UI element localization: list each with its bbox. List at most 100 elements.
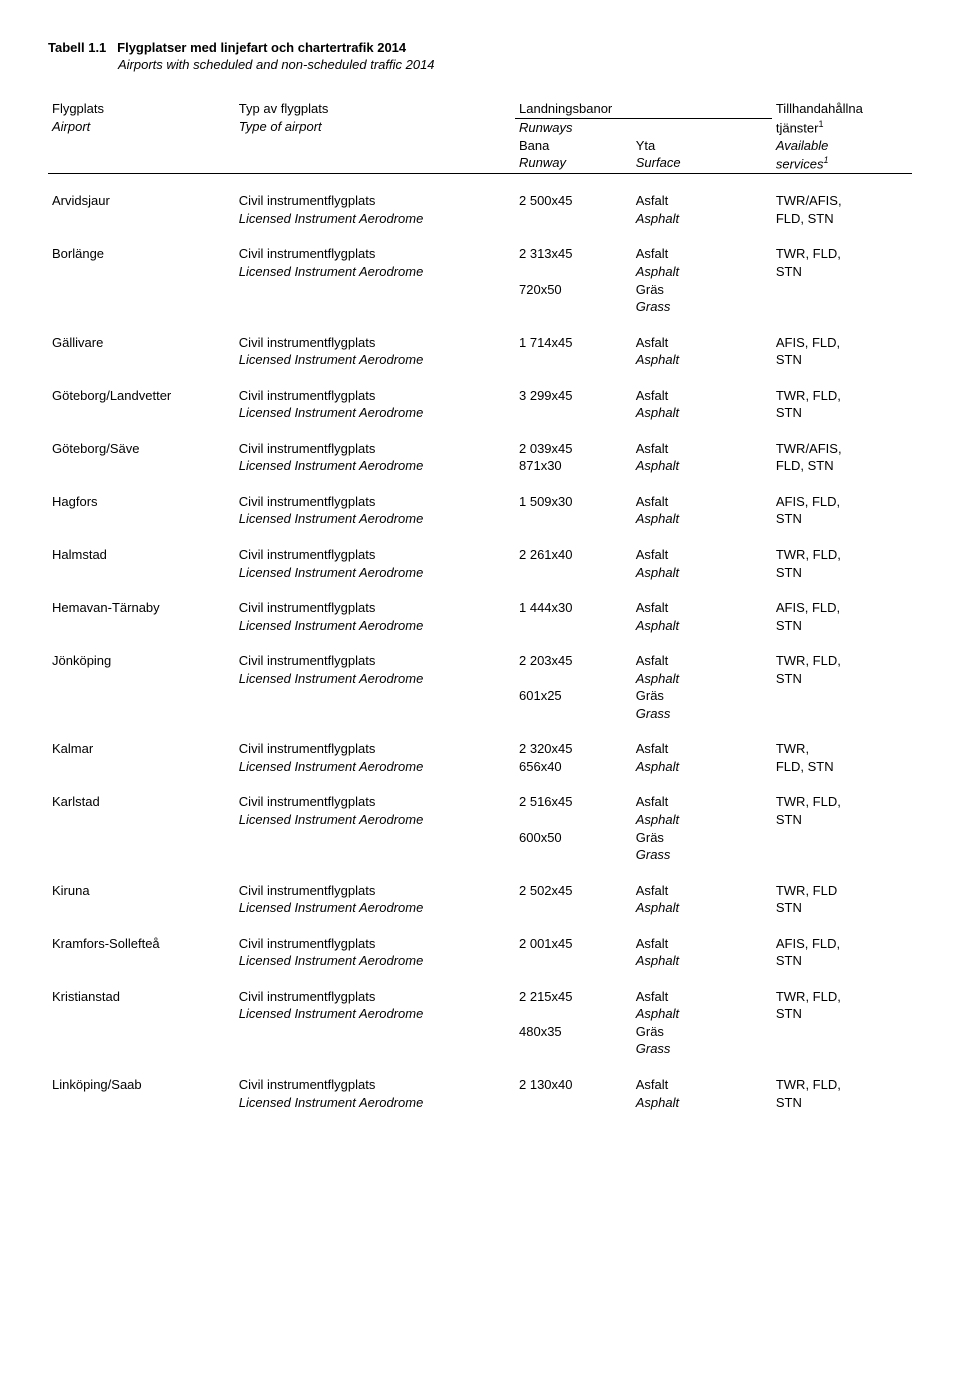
services-line1: TWR, FLD,: [772, 528, 912, 564]
services-line2: STN: [772, 670, 912, 688]
surface-sv: Asfalt: [632, 369, 772, 405]
type-en: Licensed Instrument Aerodrome: [235, 811, 515, 829]
type-sv: Civil instrumentflygplats: [235, 917, 515, 953]
runway: 2 203x45: [515, 634, 632, 670]
hdr-runway-sv: Bana: [515, 137, 632, 155]
hdr-type-en: Type of airport: [235, 118, 515, 137]
type-sv: Civil instrumentflygplats: [235, 174, 515, 210]
type-en: Licensed Instrument Aerodrome: [235, 351, 515, 369]
hdr-runways-sv: Landningsbanor: [515, 100, 772, 118]
table-title: Tabell 1.1 Flygplatser med linjefart och…: [48, 40, 912, 55]
hdr-runways-en: Runways: [515, 118, 772, 137]
runway: 2 130x40: [515, 1058, 632, 1094]
services-line1: TWR,: [772, 722, 912, 758]
hdr-surface-en: Surface: [632, 154, 772, 173]
type-en: Licensed Instrument Aerodrome: [235, 758, 515, 776]
services-line1: TWR, FLD,: [772, 775, 912, 811]
surface-en: Asphalt: [632, 617, 772, 635]
surface-sv: Asfalt: [632, 475, 772, 511]
hdr-services-en1: Available: [772, 137, 912, 155]
runway: [515, 263, 632, 281]
table-number: Tabell 1.1: [48, 40, 106, 55]
type-sv: Civil instrumentflygplats: [235, 227, 515, 263]
surface-en: Asphalt: [632, 811, 772, 829]
runway: 2 313x45: [515, 227, 632, 263]
services-line2: STN: [772, 564, 912, 582]
services-line2: STN: [772, 351, 912, 369]
services-line2: STN: [772, 404, 912, 422]
type-en: Licensed Instrument Aerodrome: [235, 510, 515, 528]
type-sv: Civil instrumentflygplats: [235, 475, 515, 511]
surface-sv: Asfalt: [632, 422, 772, 458]
services-line2: FLD, STN: [772, 758, 912, 776]
surface-sv: Asfalt: [632, 917, 772, 953]
services-line1: AFIS, FLD,: [772, 475, 912, 511]
airport-name: Arvidsjaur: [48, 174, 235, 210]
runway: 1 444x30: [515, 581, 632, 617]
airport-name: Hemavan-Tärnaby: [48, 581, 235, 617]
hdr-services-en2: services1: [772, 154, 912, 173]
airport-name: Gällivare: [48, 316, 235, 352]
surface-en: Asphalt: [632, 351, 772, 369]
services-line1: TWR, FLD,: [772, 970, 912, 1006]
surface-en: Asphalt: [632, 952, 772, 970]
type-sv: Civil instrumentflygplats: [235, 634, 515, 670]
runway: 2 516x45: [515, 775, 632, 811]
type-en: Licensed Instrument Aerodrome: [235, 1094, 515, 1112]
runway: [515, 510, 632, 528]
runway: 2 500x45: [515, 174, 632, 210]
surface-en: Asphalt: [632, 510, 772, 528]
surface-sv: Gräs: [632, 1023, 772, 1041]
runway: [515, 1005, 632, 1023]
airport-name: Linköping/Saab: [48, 1058, 235, 1094]
type-en: Licensed Instrument Aerodrome: [235, 952, 515, 970]
runway: 3 299x45: [515, 369, 632, 405]
type-en: Licensed Instrument Aerodrome: [235, 457, 515, 475]
surface-en: Grass: [632, 846, 772, 864]
type-sv: Civil instrumentflygplats: [235, 970, 515, 1006]
airport-name: Karlstad: [48, 775, 235, 811]
surface-sv: Asfalt: [632, 864, 772, 900]
airport-name: Kristianstad: [48, 970, 235, 1006]
type-en: Licensed Instrument Aerodrome: [235, 1005, 515, 1023]
services-line2: STN: [772, 899, 912, 917]
services-line2: STN: [772, 263, 912, 281]
surface-sv: Asfalt: [632, 227, 772, 263]
runway: [515, 404, 632, 422]
runway: 2 320x45: [515, 722, 632, 758]
surface-en: Asphalt: [632, 670, 772, 688]
surface-sv: Asfalt: [632, 528, 772, 564]
services-line1: AFIS, FLD,: [772, 917, 912, 953]
runway: [515, 564, 632, 582]
surface-en: Grass: [632, 1040, 772, 1058]
surface-sv: Asfalt: [632, 1058, 772, 1094]
runway: [515, 210, 632, 228]
type-sv: Civil instrumentflygplats: [235, 864, 515, 900]
surface-sv: Gräs: [632, 829, 772, 847]
surface-sv: Asfalt: [632, 970, 772, 1006]
type-sv: Civil instrumentflygplats: [235, 722, 515, 758]
hdr-airport-sv: Flygplats: [48, 100, 235, 118]
type-en: Licensed Instrument Aerodrome: [235, 564, 515, 582]
type-en: Licensed Instrument Aerodrome: [235, 670, 515, 688]
services-line1: TWR, FLD: [772, 864, 912, 900]
runway: 720x50: [515, 281, 632, 299]
services-line1: TWR, FLD,: [772, 634, 912, 670]
type-sv: Civil instrumentflygplats: [235, 422, 515, 458]
type-sv: Civil instrumentflygplats: [235, 1058, 515, 1094]
type-en: Licensed Instrument Aerodrome: [235, 899, 515, 917]
runway: [515, 670, 632, 688]
runway: 601x25: [515, 687, 632, 705]
services-line2: FLD, STN: [772, 210, 912, 228]
services-line1: AFIS, FLD,: [772, 316, 912, 352]
services-line1: AFIS, FLD,: [772, 581, 912, 617]
hdr-surface-sv: Yta: [632, 137, 772, 155]
runway: 480x35: [515, 1023, 632, 1041]
airport-name: Göteborg/Landvetter: [48, 369, 235, 405]
services-line1: TWR, FLD,: [772, 369, 912, 405]
surface-en: Asphalt: [632, 1094, 772, 1112]
surface-en: Grass: [632, 705, 772, 723]
airport-name: Kiruna: [48, 864, 235, 900]
surface-en: Asphalt: [632, 457, 772, 475]
runway: [515, 617, 632, 635]
